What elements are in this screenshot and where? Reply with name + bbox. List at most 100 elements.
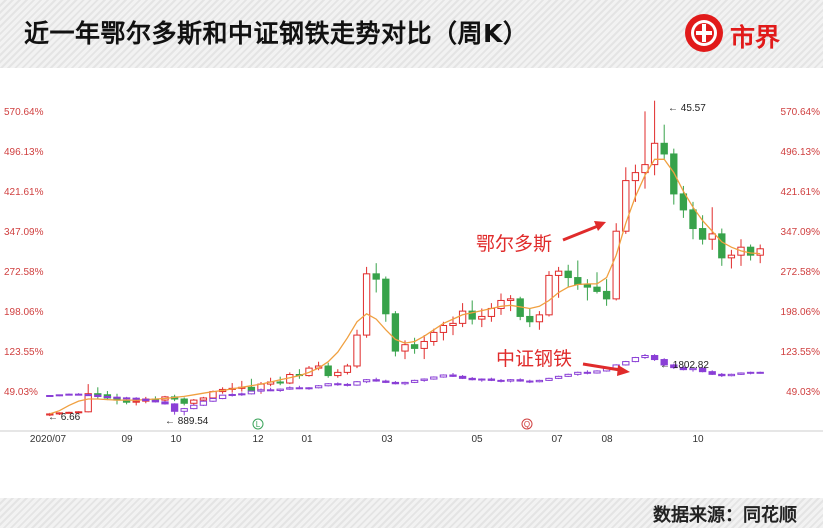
steel-candle-body	[170, 403, 179, 412]
ordos-candle-body	[180, 398, 188, 404]
title-banner: 近一年鄂尔多斯和中证钢铁走势对比（周K） 市界	[0, 0, 823, 68]
steel-candle-body	[286, 387, 294, 390]
steel-candle-body	[564, 373, 572, 377]
ordos-candle-body	[593, 286, 601, 292]
steel-arrow-line	[582, 362, 621, 372]
x-tick-label: 01	[301, 434, 313, 445]
ordos-candle-body	[727, 254, 736, 259]
ordos-candle-body	[247, 386, 256, 391]
ordos-candle-body	[334, 371, 342, 377]
ordos-candle-body	[718, 233, 726, 259]
steel-candle-body	[698, 367, 707, 373]
steel-candle-body	[257, 389, 265, 392]
right-tick-label: 347.09%	[781, 227, 821, 238]
left-tick-label: 272.58%	[4, 267, 44, 278]
chart-panel: 570.64% 496.13% 421.61% 347.09% 272.58% 198.0…	[0, 68, 823, 498]
steel-candle-body	[631, 357, 640, 363]
ordos-candle-body	[478, 315, 486, 320]
ordos-candle-body	[199, 397, 208, 401]
steel-candle-body	[487, 378, 496, 381]
steel-candle-body	[545, 377, 553, 381]
left-tick-label: 347.09%	[4, 227, 44, 238]
ordos-candle-body	[65, 411, 73, 414]
steel-candle-body	[94, 394, 102, 398]
steel-candle-body	[420, 378, 428, 381]
ordos-candle-body	[410, 344, 419, 349]
event-marker-label: L	[256, 420, 261, 429]
right-tick-label: 198.06%	[781, 307, 821, 318]
steel-candle-body	[439, 374, 448, 378]
ordos-candle-body	[650, 142, 659, 166]
steel-candle-body	[458, 375, 467, 379]
ordos-candle-body	[641, 164, 649, 174]
steel-candle-body	[190, 404, 198, 410]
ordos-candle-body	[622, 180, 630, 232]
steel-candle-body	[295, 387, 304, 390]
steel-candle-body	[228, 393, 236, 396]
steel-candle-body	[142, 398, 150, 402]
steel-candle-body	[756, 371, 764, 374]
steel-candle-body	[132, 397, 140, 400]
steel-candle-body	[209, 398, 217, 402]
steel-candle-body	[516, 379, 524, 382]
steel-candle-body	[305, 387, 313, 390]
ordos-candle-body	[679, 193, 688, 211]
x-tick-label: 2020/07	[30, 434, 67, 445]
right-tick-label: 272.58%	[781, 267, 821, 278]
ordos-candle-body	[574, 277, 582, 285]
steel-candle-body	[593, 370, 601, 374]
steel-candle-body	[708, 371, 716, 375]
x-tick-label: 12	[252, 434, 264, 445]
ordos-candle-body	[132, 400, 140, 403]
x-tick-label: 05	[471, 434, 483, 445]
steel-candle-body	[449, 374, 457, 377]
left-tick-label: 496.13%	[4, 147, 44, 158]
steel-candle-body	[334, 383, 342, 386]
steel-candle-body	[574, 371, 582, 375]
steel-candle-body	[506, 379, 515, 382]
ordos-candle-body	[545, 274, 553, 316]
ordos-candle-body	[190, 399, 198, 404]
steel-candle-body	[84, 394, 92, 397]
ordos-low-label: ← 6.66	[48, 412, 81, 423]
steel-candle-body	[362, 379, 371, 383]
steel-candle-body	[276, 388, 284, 391]
steel-candle-body	[74, 393, 83, 396]
ordos-candle-body	[420, 340, 428, 349]
steel-candle-body	[55, 394, 64, 397]
ordos-candle-body	[449, 322, 457, 327]
brand-mark-icon	[685, 14, 723, 52]
ordos-candle-body	[439, 325, 448, 333]
comparison-chart: 570.64% 496.13% 421.61% 347.09% 272.58% 198.0…	[0, 100, 823, 445]
ordos-candle-body	[660, 142, 668, 155]
steel-candle-body	[314, 385, 323, 389]
ordos-candle-body	[756, 248, 764, 256]
steel-candle-body	[382, 380, 390, 383]
steel-candle-body	[622, 361, 630, 366]
ordos-candle-body	[46, 413, 54, 416]
ordos-candle-body	[554, 270, 563, 276]
ordos-candle-body	[391, 313, 400, 352]
steel-candle-body	[391, 381, 400, 385]
steel-candle-body	[266, 389, 275, 392]
left-tick-label: 570.64%	[4, 107, 44, 118]
ordos-candle-body	[353, 334, 361, 367]
steel-candle-body	[554, 375, 563, 379]
steel-low-label: ← 889.54	[165, 416, 209, 427]
ordos-candle-body	[746, 246, 755, 256]
ordos-candle-body	[602, 290, 611, 300]
ordos-candle-body	[276, 381, 284, 384]
steel-candle-body	[199, 400, 208, 406]
ordos-candle-body	[324, 365, 332, 377]
steel-candle-body	[103, 396, 112, 399]
ordos-candle-body	[362, 273, 371, 336]
right-tick-label: 123.55%	[781, 347, 821, 358]
steel-candle-body	[180, 408, 188, 412]
ordos-arrow-head	[594, 221, 606, 231]
steel-candle-body	[679, 367, 688, 371]
ordos-candle-body	[468, 310, 476, 320]
ordos-candle-body	[698, 228, 707, 240]
right-tick-label: 49.03%	[786, 387, 820, 398]
x-tick-label: 10	[692, 434, 704, 445]
page-title: 近一年鄂尔多斯和中证钢铁走势对比（周K）	[24, 19, 529, 48]
